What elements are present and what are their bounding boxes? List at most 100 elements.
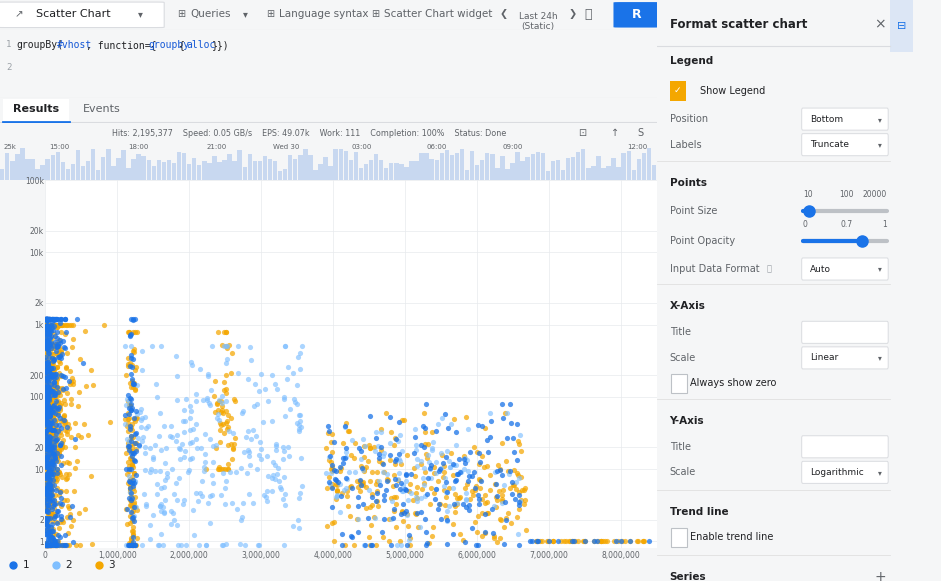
Point xyxy=(40,320,56,329)
Point xyxy=(42,496,57,505)
Point xyxy=(40,450,55,459)
Point xyxy=(368,540,383,550)
Point xyxy=(48,539,63,548)
Point xyxy=(38,540,53,550)
Point xyxy=(39,465,54,474)
Point xyxy=(121,494,136,503)
Point xyxy=(41,424,56,433)
Point xyxy=(45,320,60,329)
Text: Linear: Linear xyxy=(810,353,838,363)
Point xyxy=(379,477,394,486)
Point xyxy=(39,406,54,415)
Point xyxy=(43,475,58,485)
Point xyxy=(40,428,55,437)
Point xyxy=(54,494,69,503)
Point xyxy=(377,515,392,524)
Point xyxy=(52,450,67,459)
Point xyxy=(44,517,59,526)
Point xyxy=(437,486,452,495)
Point xyxy=(225,444,240,454)
Point xyxy=(129,413,144,422)
Point xyxy=(120,441,136,450)
Point xyxy=(57,416,72,425)
Point xyxy=(354,455,369,464)
Point xyxy=(48,320,63,329)
Point xyxy=(40,425,55,435)
Point xyxy=(39,454,54,464)
Point xyxy=(40,352,56,361)
Point xyxy=(391,436,406,446)
Bar xyxy=(273,162,278,180)
Point xyxy=(40,376,55,385)
Point xyxy=(42,325,57,335)
Point xyxy=(38,374,53,383)
Point xyxy=(40,489,55,498)
Point xyxy=(291,515,306,525)
Text: Show Legend: Show Legend xyxy=(700,86,766,96)
FancyBboxPatch shape xyxy=(670,81,686,101)
Point xyxy=(400,496,415,505)
Point xyxy=(437,473,452,482)
Point xyxy=(353,462,368,471)
Point xyxy=(42,412,57,421)
Point xyxy=(38,340,53,350)
Point xyxy=(210,410,225,419)
Point xyxy=(38,399,53,408)
Point xyxy=(43,387,58,396)
Text: Series: Series xyxy=(670,572,707,581)
Point xyxy=(40,314,55,324)
Point xyxy=(365,540,380,550)
Point xyxy=(43,490,58,499)
Point xyxy=(183,454,198,464)
Point xyxy=(198,450,213,459)
Point xyxy=(74,432,89,442)
Point xyxy=(40,540,56,550)
Point xyxy=(431,419,446,428)
Point xyxy=(48,540,63,550)
Point xyxy=(152,540,167,550)
Point xyxy=(41,422,56,432)
FancyBboxPatch shape xyxy=(672,528,687,547)
Point xyxy=(40,540,56,550)
Point xyxy=(39,382,54,392)
Point xyxy=(48,331,63,340)
Point xyxy=(42,532,57,541)
Point xyxy=(44,322,59,332)
Point xyxy=(40,320,55,329)
Point xyxy=(40,314,55,324)
Point xyxy=(419,540,434,550)
Point xyxy=(40,375,56,384)
Point xyxy=(213,465,228,474)
Point xyxy=(461,500,476,510)
Point xyxy=(218,540,233,549)
Point xyxy=(40,491,56,500)
Point xyxy=(39,314,54,324)
Point xyxy=(41,540,56,550)
Point xyxy=(208,408,223,417)
Point xyxy=(40,374,55,383)
Point xyxy=(48,406,63,415)
Point xyxy=(249,465,264,474)
Point xyxy=(171,443,186,452)
Point xyxy=(39,414,54,423)
Point xyxy=(44,537,59,547)
Text: ⓘ: ⓘ xyxy=(767,264,772,274)
Point xyxy=(219,342,234,351)
Point xyxy=(511,540,526,550)
Bar xyxy=(455,152,459,180)
Point xyxy=(40,406,56,415)
Bar xyxy=(15,155,20,180)
Point xyxy=(49,362,64,371)
Point xyxy=(392,537,407,546)
Bar xyxy=(485,153,489,180)
Point xyxy=(126,540,141,550)
Point xyxy=(219,343,234,353)
Point xyxy=(47,433,62,442)
Point xyxy=(496,539,511,548)
Bar xyxy=(586,168,591,180)
Point xyxy=(40,478,56,487)
Point xyxy=(41,323,56,332)
Point xyxy=(53,431,68,440)
Point xyxy=(356,453,371,462)
Point xyxy=(129,540,144,550)
